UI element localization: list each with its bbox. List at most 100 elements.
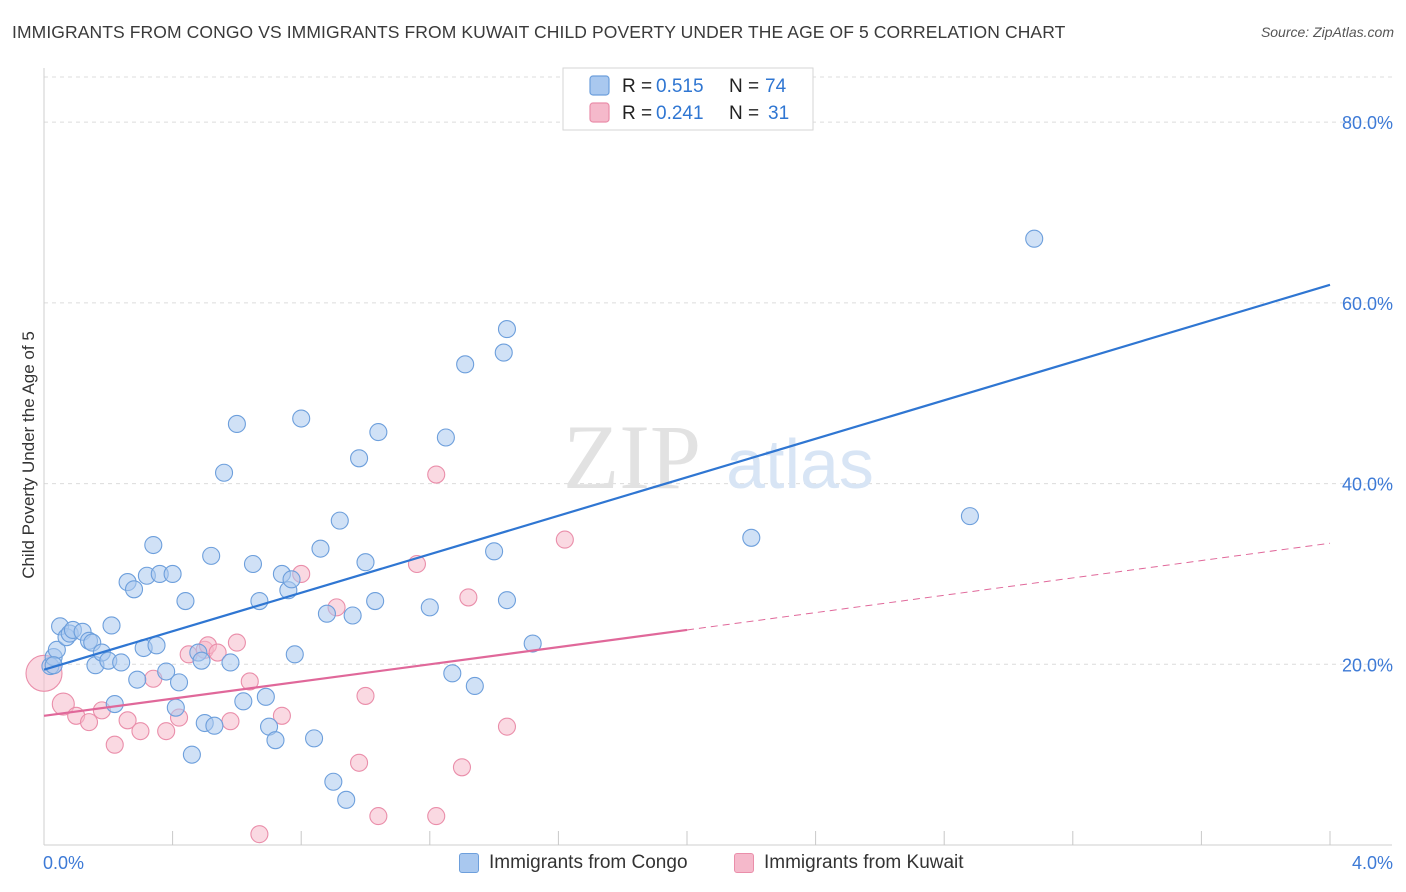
congo-point	[436, 428, 455, 447]
congo-point	[202, 546, 221, 565]
kuwait-point	[51, 692, 75, 716]
kuwait-point	[356, 686, 375, 705]
y-tick-label: 40.0%	[1342, 475, 1393, 495]
kuwait-point	[118, 711, 137, 730]
congo-point	[324, 772, 343, 791]
legend-r-value: 0.241	[656, 103, 704, 124]
legend-swatch-congo	[589, 75, 610, 96]
congo-point	[285, 645, 304, 664]
congo-points	[41, 229, 1044, 809]
chart-title: IMMIGRANTS FROM CONGO VS IMMIGRANTS FROM…	[12, 22, 1066, 42]
congo-point	[366, 591, 385, 611]
congo-swatch	[459, 853, 479, 873]
watermark-zip: ZIP	[563, 406, 701, 508]
x-tick-label: 0.0%	[43, 853, 84, 873]
kuwait-point	[427, 807, 446, 826]
legend-n-value: 74	[765, 76, 787, 97]
congo-trend-line	[43, 283, 1331, 671]
y-tick-label: 20.0%	[1342, 655, 1393, 675]
congo-point	[443, 664, 462, 683]
kuwait-point	[240, 672, 259, 691]
congo-point	[494, 343, 513, 362]
tick-labels: 20.0% 40.0% 60.0% 80.0% 0.0% 4.0%	[43, 113, 1393, 873]
legend-n-label: N =	[729, 76, 759, 97]
congo-point	[465, 676, 484, 696]
congo-point	[350, 449, 369, 468]
congo-point	[243, 554, 263, 574]
congo-point	[305, 729, 324, 748]
congo-point	[960, 507, 979, 526]
kuwait-point	[272, 706, 291, 725]
congo-point	[317, 604, 336, 623]
congo-point	[485, 542, 504, 561]
kuwait-point	[427, 465, 446, 484]
legend: R = 0.515 N = 74 R = 0.241 N = 31	[562, 67, 814, 131]
congo-point	[343, 606, 362, 625]
bottom-legend-congo-label: Immigrants from Congo	[489, 852, 688, 873]
watermark: ZIP atlas	[563, 406, 874, 508]
congo-point	[221, 653, 240, 672]
congo-point	[124, 580, 144, 599]
congo-point	[176, 591, 195, 611]
bottom-legend-kuwait-label: Immigrants from Kuwait	[764, 852, 964, 873]
congo-point	[497, 320, 517, 339]
congo-point	[102, 616, 121, 635]
legend-swatch-kuwait	[589, 102, 610, 123]
kuwait-point	[555, 530, 574, 549]
kuwait-point	[369, 807, 388, 826]
congo-point	[227, 414, 246, 434]
congo-point	[1025, 229, 1044, 248]
congo-point	[250, 591, 269, 611]
kuwait-point	[79, 713, 99, 732]
watermark-atlas: atlas	[726, 425, 874, 503]
kuwait-point	[459, 588, 478, 607]
congo-point	[205, 716, 224, 735]
congo-point	[105, 694, 124, 714]
congo-point	[292, 409, 311, 428]
kuwait-point	[105, 735, 124, 754]
kuwait-point	[227, 633, 246, 652]
congo-point	[497, 591, 517, 610]
congo-point	[266, 731, 285, 750]
congo-point	[157, 662, 176, 681]
y-tick-label: 60.0%	[1342, 294, 1393, 314]
congo-point	[356, 553, 375, 572]
kuwait-point	[131, 722, 150, 741]
kuwait-point	[250, 825, 269, 844]
kuwait-trend-extension	[686, 542, 1331, 631]
congo-point	[337, 790, 356, 809]
kuwait-point	[350, 753, 369, 772]
congo-point	[420, 598, 439, 617]
legend-r-value: 0.515	[656, 76, 704, 97]
congo-point	[256, 687, 275, 706]
congo-point	[523, 634, 542, 653]
y-tick-label: 80.0%	[1342, 113, 1393, 133]
legend-r-label: R =	[622, 76, 652, 97]
grid-layer	[44, 76, 1392, 665]
axis-layer	[43, 68, 1392, 846]
kuwait-trend-line	[43, 628, 688, 717]
congo-point	[144, 535, 163, 555]
kuwait-point	[208, 643, 227, 662]
congo-point	[456, 355, 475, 374]
congo-point	[742, 528, 761, 547]
congo-point	[112, 653, 131, 672]
congo-point	[163, 564, 182, 583]
bottom-legend-congo: Immigrants from Congo	[459, 852, 688, 874]
kuwait-point	[452, 758, 472, 777]
congo-point	[369, 423, 388, 442]
congo-point	[147, 636, 166, 655]
trend-lines	[43, 283, 1331, 717]
congo-point	[169, 673, 189, 692]
congo-point	[182, 745, 201, 764]
kuwait-point	[497, 717, 517, 736]
congo-point	[166, 698, 185, 717]
congo-point	[192, 651, 211, 670]
kuwait-point	[221, 712, 240, 731]
congo-point	[330, 511, 349, 530]
congo-point	[282, 570, 301, 589]
congo-point	[311, 539, 330, 558]
legend-n-label: N =	[729, 103, 759, 124]
legend-r-label: R =	[622, 103, 652, 124]
